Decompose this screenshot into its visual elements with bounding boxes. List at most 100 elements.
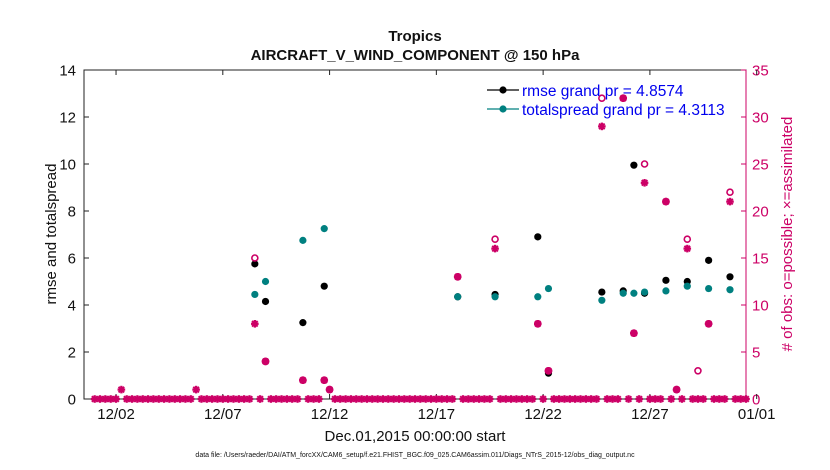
obs-assimilated-point	[122, 395, 131, 403]
y-tick-label-right: 10	[752, 298, 769, 315]
left-axis: 0 2 4 6 8 10 12 14	[59, 63, 89, 409]
obs-assimilated-stroke	[384, 395, 392, 403]
obs-possible-point	[683, 235, 692, 243]
obs-assimilated-stroke	[245, 395, 254, 403]
obs-assimilated-point	[598, 122, 606, 131]
obs-assimilated-stroke	[251, 320, 259, 328]
obs-assimilated-stroke	[705, 320, 713, 328]
obs-assimilated-stroke	[368, 395, 376, 403]
y-tick-label-left: 6	[68, 251, 76, 268]
rmse-point	[662, 276, 670, 284]
obs-assimilated-stroke	[123, 395, 131, 403]
obs-assimilated-stroke	[422, 395, 430, 403]
obs-assimilated-stroke	[464, 395, 472, 403]
obs-assimilated-stroke	[112, 395, 120, 403]
totalspread-point	[683, 282, 691, 290]
obs-assimilated-stroke	[614, 395, 622, 403]
obs-assimilated-stroke	[149, 395, 157, 403]
obs-assimilated-point	[459, 395, 467, 403]
right-axis: 0 5 10 15 20 25 30 35	[741, 63, 769, 409]
legend-rmse-label: rmse grand pr = 4.8574	[522, 83, 684, 100]
obs-assimilated-point	[288, 395, 297, 403]
obs-assimilated-stroke	[518, 395, 526, 403]
obs-assimilated-stroke	[326, 386, 334, 394]
obs-assimilated-point	[469, 395, 478, 403]
obs-assimilated-point	[571, 395, 579, 403]
obs-assimilated-point	[251, 320, 259, 328]
obs-assimilated-point	[192, 385, 200, 394]
obs-assimilated-stroke	[646, 395, 654, 403]
obs-assimilated-point	[635, 395, 644, 403]
obs-assimilated-point	[630, 329, 638, 337]
obs-assimilated-stroke	[310, 395, 318, 403]
obs-assimilated-stroke	[507, 395, 515, 403]
obs-assimilated-stroke	[459, 395, 467, 403]
obs-assimilated-stroke	[320, 376, 328, 384]
obs-assimilated-stroke	[294, 395, 302, 403]
totalspread-point	[299, 236, 307, 244]
totalspread-point	[640, 288, 649, 296]
obs-assimilated-stroke	[262, 357, 270, 365]
obs-assimilated-stroke	[544, 367, 552, 375]
obs-assimilated-point	[678, 395, 686, 403]
obs-assimilated-stroke	[342, 395, 350, 403]
obs-assimilated-point	[219, 395, 227, 403]
obs-assimilated-stroke	[155, 395, 163, 403]
obs-assimilated-point	[400, 395, 409, 403]
y-tick-label-left: 8	[68, 204, 76, 221]
obs-assimilated-stroke	[625, 395, 633, 403]
obs-possible-point	[726, 188, 734, 196]
obs-assimilated-point	[405, 395, 414, 403]
totalspread-point	[619, 289, 627, 297]
obs-assimilated-point	[592, 395, 601, 403]
obs-assimilated-point	[704, 320, 713, 328]
totalspread-point	[630, 289, 638, 297]
obs-assimilated-stroke	[448, 395, 456, 403]
obs-assimilated-point	[544, 367, 553, 375]
totalspread-point	[544, 284, 553, 293]
obs-assimilated-stroke	[133, 395, 141, 403]
totalspread-point	[705, 284, 713, 293]
obs-assimilated-point	[235, 395, 243, 403]
obs-assimilated-stroke	[96, 395, 104, 403]
obs-assimilated-point	[320, 376, 329, 384]
obs-assimilated-stroke	[470, 395, 478, 403]
x-tick-label: 12/12	[311, 406, 349, 423]
y-tick-label-left: 4	[68, 298, 76, 315]
obs-assimilated-point	[742, 395, 750, 403]
obs-assimilated-stroke	[587, 395, 595, 403]
obs-assimilated-stroke	[107, 395, 115, 403]
obs-assimilated-point	[555, 395, 563, 403]
rmse-point	[251, 260, 259, 268]
obs-assimilated-stroke	[534, 320, 542, 328]
obs-assimilated-stroke	[609, 395, 617, 403]
plot-frame	[83, 69, 747, 400]
y-tick-label-left: 10	[59, 157, 76, 174]
rmse-point	[598, 288, 606, 296]
obs-assimilated-point	[341, 395, 350, 403]
chart-title: Tropics	[388, 28, 442, 45]
obs-possible-point	[694, 366, 702, 375]
obs-assimilated-stroke	[288, 395, 296, 403]
obs-assimilated-stroke	[710, 395, 718, 403]
obs-assimilated-stroke	[197, 395, 205, 403]
obs-assimilated-stroke	[635, 395, 643, 403]
y-axis-label-right: # of obs: o=possible; ×=assimilated	[779, 117, 796, 352]
obs-assimilated-point	[528, 395, 537, 403]
obs-assimilated-stroke	[721, 395, 729, 403]
obs-assimilated-point	[662, 197, 670, 206]
legend: rmse grand pr = 4.8574 totalspread grand…	[487, 83, 725, 119]
obs-assimilated-point	[726, 197, 734, 206]
obs-assimilated-stroke	[176, 395, 184, 403]
legend-spread-label: totalspread grand pr = 4.3113	[522, 102, 725, 119]
obs-assimilated-stroke	[598, 122, 606, 130]
obs-assimilated-point	[112, 395, 120, 403]
x-tick-label: 12/22	[524, 406, 562, 423]
obs-assimilated-stroke	[363, 395, 371, 403]
obs-assimilated-stroke	[528, 395, 536, 403]
obs-assimilated-stroke	[432, 395, 440, 403]
totalspread-point	[491, 293, 499, 301]
obs-assimilated-stroke	[486, 395, 494, 403]
obs-assimilated-stroke	[731, 395, 739, 403]
